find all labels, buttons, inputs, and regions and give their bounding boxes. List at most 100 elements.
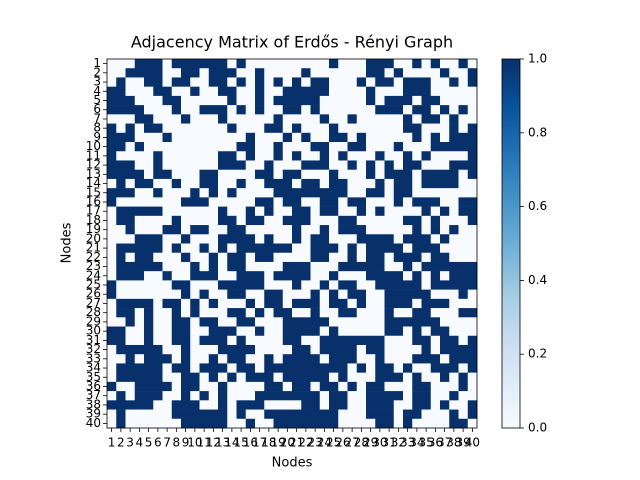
cell — [421, 114, 432, 124]
cell — [245, 298, 256, 309]
cell — [338, 289, 348, 300]
cell — [171, 317, 182, 327]
cell — [273, 317, 284, 327]
cell — [273, 160, 284, 170]
cell — [458, 344, 469, 355]
cell — [449, 105, 459, 115]
cell — [227, 354, 237, 364]
cell — [347, 261, 358, 272]
cell — [384, 381, 395, 392]
cell — [319, 105, 330, 115]
cell — [310, 289, 321, 300]
cell — [153, 160, 163, 170]
cell — [171, 289, 182, 300]
cell — [329, 86, 339, 97]
cell — [384, 178, 395, 189]
cell — [134, 225, 145, 235]
cell — [107, 308, 117, 318]
cell — [116, 95, 126, 106]
cell — [338, 197, 348, 207]
cell — [144, 188, 154, 198]
cell — [218, 400, 228, 410]
cell — [144, 114, 154, 124]
cell — [116, 400, 126, 410]
cell — [430, 151, 441, 161]
cell — [430, 326, 441, 337]
cell — [236, 123, 247, 134]
cell — [162, 261, 173, 272]
y-tick-label: 3 — [93, 75, 101, 89]
cell — [319, 280, 330, 290]
cell — [264, 409, 274, 420]
cell — [125, 77, 136, 87]
cell — [273, 400, 284, 410]
cell — [412, 160, 422, 170]
cell — [430, 400, 441, 410]
cell — [403, 381, 413, 392]
cell — [107, 354, 117, 364]
cell — [181, 289, 191, 300]
cell — [384, 400, 395, 410]
cell — [319, 95, 330, 106]
cell — [356, 197, 367, 207]
cell — [458, 335, 469, 346]
cell — [227, 169, 237, 180]
cell — [171, 188, 182, 198]
cell — [162, 132, 173, 143]
cell — [181, 400, 191, 410]
cell — [356, 77, 367, 87]
cell — [162, 188, 173, 198]
cell — [467, 280, 478, 290]
cell — [227, 363, 237, 373]
cell — [171, 400, 182, 410]
cell — [208, 298, 219, 309]
cell — [375, 409, 385, 420]
cell — [310, 280, 321, 290]
cell — [116, 160, 126, 170]
cell — [273, 68, 284, 78]
cell — [319, 381, 330, 392]
cell — [412, 261, 422, 272]
cell — [375, 160, 385, 170]
cell — [421, 188, 432, 198]
cell — [347, 123, 358, 134]
cell — [153, 391, 163, 401]
cell — [153, 363, 163, 373]
cell — [273, 169, 284, 180]
cell — [190, 363, 200, 373]
cell — [412, 188, 422, 198]
x-tick-label: 17 — [252, 436, 267, 450]
cell — [144, 151, 154, 161]
cell — [190, 114, 200, 124]
cell — [190, 68, 200, 78]
cell — [125, 169, 136, 180]
cell — [116, 105, 126, 115]
x-tick-label: 7 — [163, 436, 171, 450]
cell — [310, 335, 321, 346]
y-tick-label: 14 — [86, 176, 101, 190]
cell — [449, 335, 459, 346]
cell — [190, 391, 200, 401]
cell — [393, 123, 404, 134]
cell — [412, 105, 422, 115]
cell — [440, 280, 450, 290]
cell — [292, 298, 302, 309]
cell — [236, 114, 247, 124]
cell — [171, 326, 182, 337]
cell — [458, 178, 469, 189]
cell — [208, 169, 219, 180]
cell — [264, 114, 274, 124]
cell — [116, 298, 126, 309]
cell — [125, 188, 136, 198]
cell — [264, 326, 274, 337]
cell — [467, 215, 478, 226]
cell — [227, 400, 237, 410]
cell — [116, 68, 126, 78]
cell — [255, 344, 265, 355]
cell — [208, 391, 219, 401]
cell — [181, 308, 191, 318]
cell — [430, 271, 441, 281]
cell — [329, 95, 339, 106]
cell — [273, 95, 284, 106]
cell — [125, 132, 136, 143]
